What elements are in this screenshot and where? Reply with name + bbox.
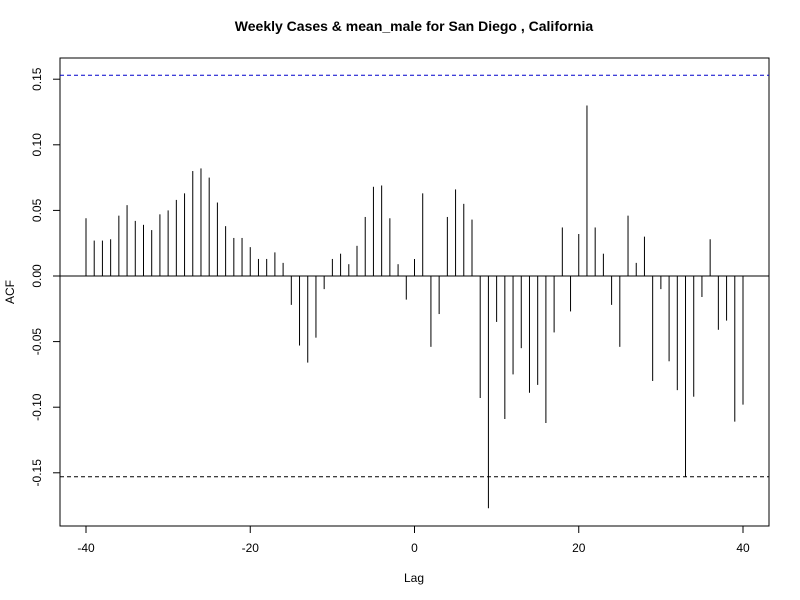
- y-tick-label: 0.05: [30, 198, 44, 222]
- x-tick-label: 0: [411, 541, 418, 555]
- y-tick-label: 0.15: [30, 67, 44, 91]
- y-tick-label: -0.15: [30, 459, 44, 487]
- y-tick-label: 0.10: [30, 133, 44, 157]
- acf-bars: [85, 105, 744, 509]
- y-tick-label: 0.00: [30, 264, 44, 288]
- x-tick-label: -40: [77, 541, 95, 555]
- x-tick-label: 20: [572, 541, 586, 555]
- y-tick-label: -0.10: [30, 393, 44, 421]
- y-tick-label: -0.05: [30, 328, 44, 356]
- y-axis-label: ACF: [3, 280, 17, 304]
- x-tick-label: 40: [736, 541, 750, 555]
- x-axis-label: Lag: [404, 571, 424, 585]
- plot-frame: [59, 57, 770, 527]
- y-axis: -0.15 -0.10 -0.05 0.00 0.05 0.10 0.15: [30, 67, 60, 486]
- x-axis: -40 -20 0 20 40: [77, 526, 750, 555]
- x-tick-label: -20: [242, 541, 260, 555]
- chart-title: Weekly Cases & mean_male for San Diego ,…: [235, 18, 594, 34]
